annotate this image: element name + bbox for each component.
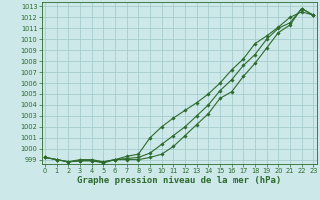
X-axis label: Graphe pression niveau de la mer (hPa): Graphe pression niveau de la mer (hPa) [77, 176, 281, 185]
